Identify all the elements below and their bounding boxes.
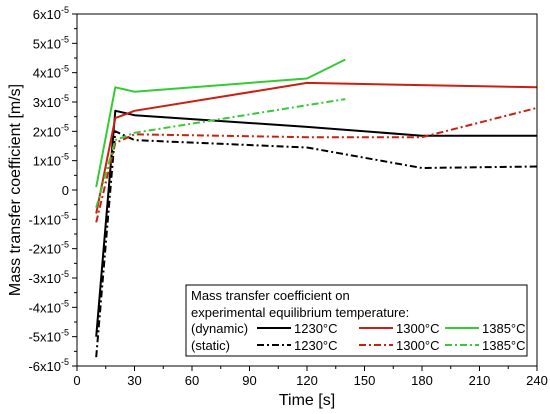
legend-label: 1230°C <box>294 338 338 353</box>
y-tick-label: -4x10-5 <box>28 298 69 315</box>
x-tick-label: 60 <box>185 373 199 388</box>
y-tick-label: 6x10-5 <box>33 5 69 22</box>
series-line-static-1300c <box>95 106 538 223</box>
y-tick-label: -2x10-5 <box>28 240 69 257</box>
legend-label: 1385°C <box>482 338 526 353</box>
x-axis-ticks: 0 30 60 90 120 150 180 210 240 <box>73 366 548 388</box>
x-tick-label: 90 <box>242 373 256 388</box>
series-lines <box>95 58 538 358</box>
legend-title-line2: experimental equilibrium temperature: <box>191 305 409 320</box>
x-tick-label: 180 <box>411 373 433 388</box>
y-tick-label: 3x10-5 <box>33 93 69 110</box>
y-tick-label: 0 <box>62 183 69 198</box>
legend-label: 1230°C <box>294 321 338 336</box>
y-tick-label: 2x10-5 <box>33 122 69 139</box>
x-tick-label: 120 <box>296 373 318 388</box>
y-tick-label: -5x10-5 <box>28 328 69 345</box>
y-axis-title: Mass transfer coefficient [m/s] <box>7 84 24 296</box>
x-tick-label: 210 <box>469 373 491 388</box>
series-line-dynamic-1300c <box>95 81 538 214</box>
y-tick-label: -1x10-5 <box>28 210 69 227</box>
x-tick-label: 150 <box>354 373 376 388</box>
y-tick-label: 5x10-5 <box>33 34 69 51</box>
y-axis-ticks: 6x10-5 5x10-5 4x10-5 3x10-5 2x10-5 1x10-5 0 -1x… <box>28 5 77 374</box>
y-tick-label: -6x10-5 <box>28 357 69 374</box>
series-line-static-1385c <box>95 98 346 208</box>
legend-label: 1300°C <box>396 321 440 336</box>
y-tick-label: 1x10-5 <box>33 152 69 169</box>
x-tick-label: 30 <box>127 373 141 388</box>
legend-row-label-dynamic: (dynamic) <box>191 321 248 336</box>
y-tick-label: -3x10-5 <box>28 269 69 286</box>
legend-row-label-static: (static) <box>191 338 230 353</box>
x-tick-label: 240 <box>526 373 548 388</box>
legend-label: 1300°C <box>396 338 440 353</box>
legend-entries: 1230°C 1300°C 1385°C 1230°C 1300°C 1385°C <box>257 321 526 353</box>
legend-label: 1385°C <box>482 321 526 336</box>
series-line-dynamic-1385c <box>95 58 346 188</box>
x-axis-title: Time [s] <box>279 392 335 409</box>
series-line-static-1230c <box>95 130 538 358</box>
legend-title-line1: Mass transfer coefficient on <box>191 288 350 303</box>
x-tick-label: 0 <box>73 373 80 388</box>
legend: Mass transfer coefficient on experimenta… <box>185 284 528 357</box>
y-tick-label: 4x10-5 <box>33 64 69 81</box>
